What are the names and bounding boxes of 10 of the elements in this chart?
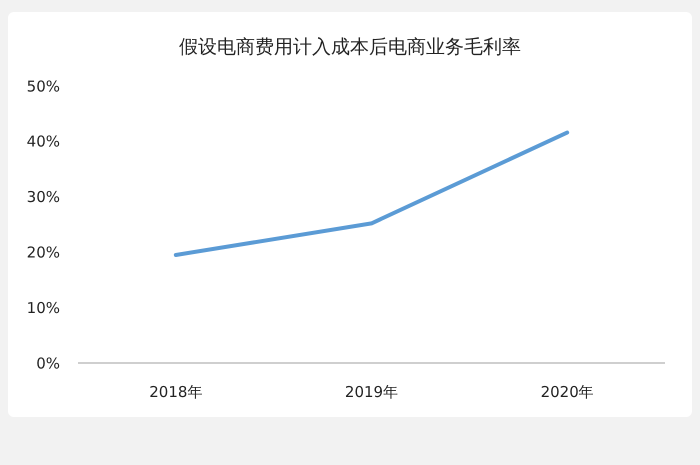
x-tick-label: 2018年	[149, 383, 202, 401]
y-tick-label: 30%	[26, 188, 60, 206]
x-tick-label: 2020年	[540, 383, 594, 401]
y-tick-label: 20%	[26, 243, 60, 262]
y-tick-label: 40%	[26, 132, 60, 151]
y-tick-label: 0%	[36, 354, 60, 372]
y-tick-label: 10%	[26, 298, 60, 317]
chart-title: 假设电商费用计入成本后电商业务毛利率	[179, 36, 521, 58]
x-tick-label: 2019年	[344, 383, 398, 401]
y-tick-label: 50%	[26, 77, 60, 96]
